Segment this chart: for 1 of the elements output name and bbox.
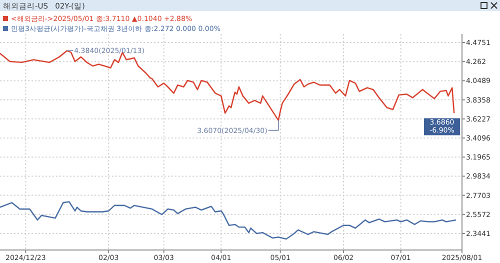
line-series: [0, 201, 457, 240]
